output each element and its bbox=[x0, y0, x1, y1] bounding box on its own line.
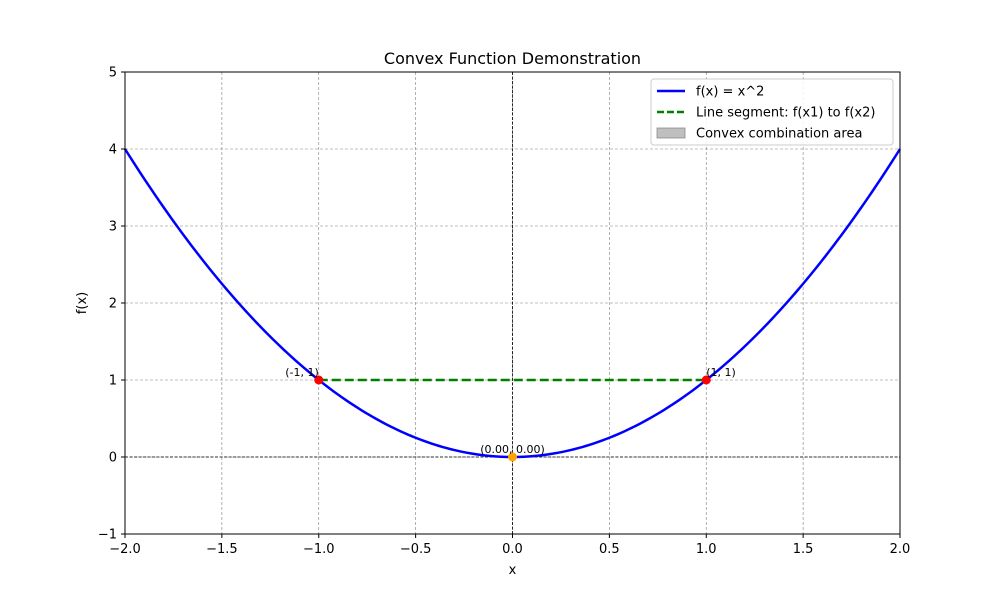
data-point bbox=[701, 375, 711, 385]
x-tick-label: 0.5 bbox=[599, 542, 620, 557]
x-tick-label: −0.5 bbox=[400, 542, 432, 557]
chart-title: Convex Function Demonstration bbox=[384, 49, 641, 68]
x-tick-label: −1.5 bbox=[206, 542, 238, 557]
legend-label: Line segment: f(x1) to f(x2) bbox=[696, 106, 875, 121]
marked-points: (-1, 1) (1, 1) (0.00, 0.00) bbox=[285, 366, 736, 462]
legend: f(x) = x^2 Line segment: f(x1) to f(x2) Co… bbox=[650, 78, 894, 146]
y-tick-label: 3 bbox=[109, 220, 117, 235]
y-tick-label: 4 bbox=[109, 143, 117, 158]
y-tick-label: 1 bbox=[109, 374, 117, 389]
x-axis-label: x bbox=[509, 563, 517, 578]
y-tick-label: 2 bbox=[109, 297, 117, 312]
x-tick-label: −2.0 bbox=[109, 542, 141, 557]
x-tick-label: −1.0 bbox=[303, 542, 335, 557]
data-point bbox=[508, 452, 517, 462]
x-tick-label: 2.0 bbox=[890, 542, 911, 557]
y-tick-label: 0 bbox=[109, 451, 117, 466]
data-point bbox=[314, 375, 324, 385]
y-tick-label: −1 bbox=[98, 528, 117, 543]
y-tick-label: 5 bbox=[109, 66, 117, 81]
x-tick-label: 1.0 bbox=[696, 542, 717, 557]
point-label: (-1, 1) bbox=[285, 366, 319, 379]
point-label: (1, 1) bbox=[706, 366, 736, 379]
x-tick-label: 0.0 bbox=[502, 542, 523, 557]
legend-label: Convex combination area bbox=[696, 127, 862, 142]
legend-label: f(x) = x^2 bbox=[696, 85, 764, 100]
axis-ticks: −2.0 −1.5 −1.0 −0.5 0.0 0.5 1.0 1.5 2.0 −1 0 1 2 3 4 5 bbox=[98, 66, 911, 558]
point-label: (0.00, 0.00) bbox=[480, 443, 545, 456]
x-tick-label: 1.5 bbox=[793, 542, 814, 557]
legend-swatch-area bbox=[656, 127, 686, 139]
y-axis-label: f(x) bbox=[75, 292, 90, 314]
legend-box bbox=[650, 78, 894, 146]
